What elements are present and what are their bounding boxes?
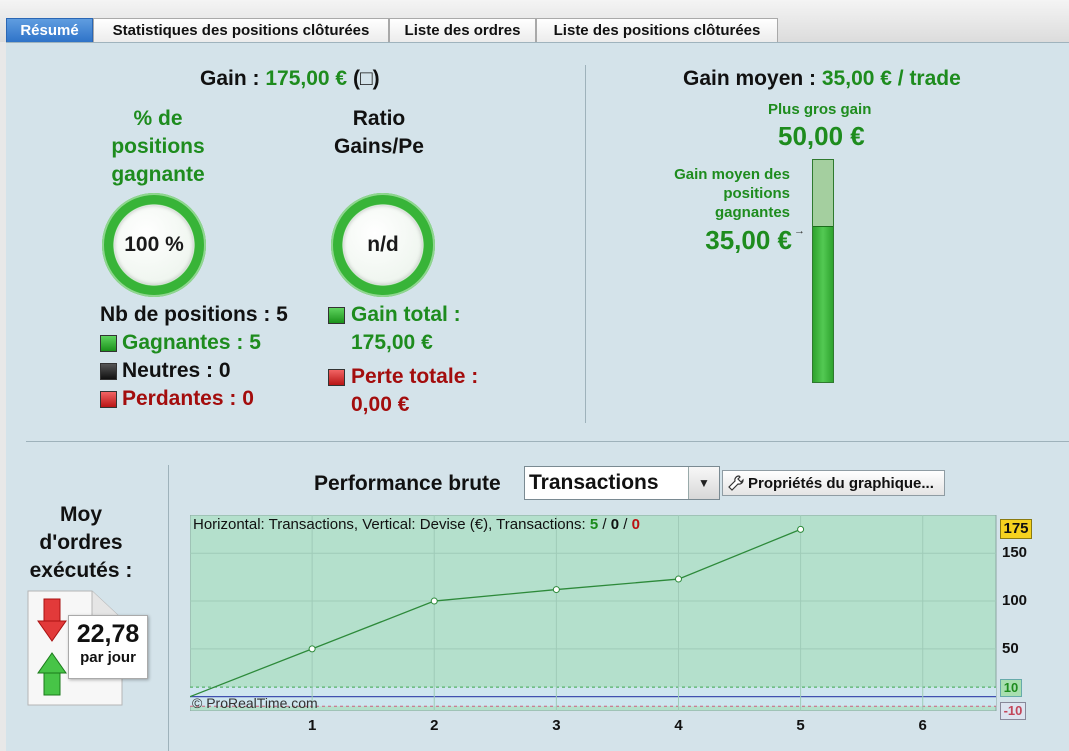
plus-gros-gain-label: Plus gros gain [768, 101, 872, 118]
tab-statistiques[interactable]: Statistiques des positions clôturées [93, 18, 389, 42]
y-tick-label: 50 [1002, 639, 1019, 657]
nb-positions: Nb de positions : 5 [100, 303, 288, 326]
x-tick-label: 4 [674, 717, 683, 734]
data-point [430, 597, 438, 605]
orders-label: Moy d'ordres exécutés : [29, 503, 133, 582]
orders-card: 22,78 par jour [68, 615, 148, 679]
gain-total-value: 175,00 € [351, 331, 433, 354]
down-arrow-icon [37, 598, 67, 642]
chart-background [190, 515, 997, 711]
perte-totale-value: 0,00 € [351, 393, 410, 416]
tab-liste-positions[interactable]: Liste des positions clôturées [536, 18, 778, 42]
gain-moyen-gagnantes-value: 35,00 € [705, 225, 792, 255]
gain-total-square-icon [328, 307, 345, 324]
gain-moyen-value: 35,00 € / trade [821, 67, 961, 90]
data-point [674, 575, 682, 583]
gain-bar-fill [813, 225, 833, 382]
x-tick-label: 2 [430, 717, 439, 734]
gain-value: 175,00 € [265, 67, 348, 90]
chevron-down-icon[interactable]: ▼ [688, 467, 719, 499]
current-value-label: 175 [1000, 519, 1032, 540]
summary-panel: Gain : 175,00 € (□) % de positions gagna… [6, 42, 1069, 751]
tx-win-count: 5 [589, 516, 599, 533]
gain-total-label: Gain total : [351, 303, 461, 326]
y-tick-label: 100 [1002, 592, 1028, 610]
perdantes-count: Perdantes : 0 [122, 387, 254, 410]
ratio-value: n/d [367, 233, 399, 256]
tx-neutral-count: 0 [610, 516, 620, 533]
gain-bar [812, 159, 834, 383]
x-tick-label: 5 [796, 717, 805, 734]
performance-chart-svg [190, 515, 997, 711]
plus-gros-gain-value: 50,00 € [778, 121, 865, 151]
winning-pct-gauge: 100 % [102, 193, 206, 297]
performance-label: Performance brute [314, 472, 501, 495]
gain-moyen-gagnantes-label: Gain moyen des positions gagnantes [674, 166, 790, 221]
y-tick-label: 150 [1002, 544, 1028, 562]
losing-square-icon [100, 391, 117, 408]
gain-moyen-heading: Gain moyen : 35,00 € / trade [683, 67, 961, 91]
performance-select-value: Transactions [529, 471, 659, 494]
tab-bar: Résumé Statistiques des positions clôtur… [0, 0, 1069, 42]
gagnantes-count: Gagnantes : 5 [122, 331, 261, 354]
data-point [552, 586, 560, 594]
upper-band-label: 10 [1000, 679, 1022, 698]
wrench-icon [728, 475, 744, 491]
gain-heading: Gain : 175,00 € (□) [200, 67, 380, 91]
ratio-label: Ratio Gains/Pe [334, 107, 424, 158]
gain-label: Gain : [200, 67, 260, 90]
divider-vertical [585, 65, 586, 423]
chart-properties-label: Propriétés du graphique... [748, 474, 934, 492]
chart-header-text: Horizontal: Transactions, Vertical: Devi… [193, 516, 586, 533]
tx-loss-count: 0 [631, 516, 640, 533]
neutres-count: Neutres : 0 [122, 359, 231, 382]
up-arrow-icon [37, 652, 67, 696]
orders-unit: par jour [80, 649, 136, 666]
x-tick-label: 1 [307, 717, 317, 734]
arrow-pointer-icon: → [794, 225, 805, 237]
divider-horizontal [26, 441, 1069, 442]
performance-chart: Horizontal: Transactions, Vertical: Devi… [190, 515, 1032, 734]
x-tick-label: 3 [552, 717, 561, 734]
data-point [308, 645, 316, 653]
gain-moyen-label: Gain moyen : [683, 67, 817, 90]
perte-totale-square-icon [328, 369, 345, 386]
tab-resume[interactable]: Résumé [6, 18, 93, 42]
winning-square-icon [100, 335, 117, 352]
neutral-square-icon [100, 363, 117, 380]
pct-winning-label: % de positions gagnante [111, 107, 205, 186]
chart-properties-button[interactable]: Propriétés du graphique... [722, 470, 945, 496]
divider-vertical-bottom [168, 465, 169, 751]
perte-totale-label: Perte totale : [351, 365, 479, 388]
gain-info-icon[interactable]: (□) [352, 67, 380, 90]
performance-select[interactable]: Transactions ▼ [524, 466, 720, 500]
x-tick-label: 6 [918, 717, 927, 734]
winning-pct-value: 100 % [124, 233, 184, 256]
ratio-gauge: n/d [331, 193, 435, 297]
performance-line [190, 528, 801, 698]
watermark: © ProRealTime.com [192, 695, 318, 711]
tab-liste-ordres[interactable]: Liste des ordres [389, 18, 536, 42]
chart-header: Horizontal: Transactions, Vertical: Devi… [193, 516, 640, 533]
orders-value: 22,78 [76, 620, 140, 648]
lower-band-label: -10 [1000, 702, 1026, 721]
data-point [797, 525, 805, 533]
